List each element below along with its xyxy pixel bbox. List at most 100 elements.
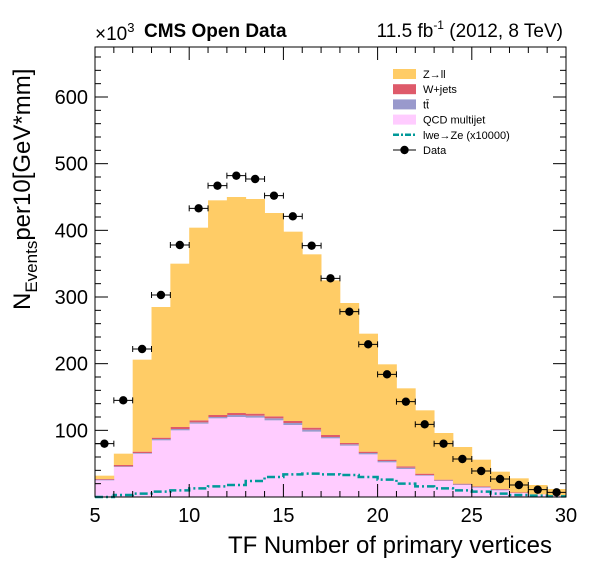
- y-tick-label: 300: [55, 287, 88, 309]
- data-point: [358, 340, 379, 349]
- stack-bar: [415, 410, 435, 474]
- stack-bar: [95, 480, 115, 497]
- chart-title: CMS Open Data: [144, 21, 287, 42]
- stack-bar: [377, 461, 397, 463]
- data-marker: [307, 241, 316, 250]
- legend-label: W+jets: [423, 84, 457, 96]
- data-point: [301, 241, 322, 250]
- stack-bar: [283, 423, 303, 425]
- data-marker: [420, 420, 429, 429]
- stack-bar: [151, 437, 171, 439]
- stack-bar: [170, 429, 190, 431]
- stack-bar: [321, 437, 341, 439]
- legend-entry: W+jets: [393, 84, 457, 96]
- stack-bar: [170, 430, 190, 497]
- y-tick-label: 100: [55, 420, 88, 442]
- data-point: [395, 397, 416, 406]
- data-point: [245, 174, 266, 184]
- stack-bar: [113, 465, 134, 467]
- stack-bar: [208, 418, 228, 497]
- plot-frame: [94, 46, 567, 498]
- stack-bar: [226, 197, 247, 413]
- stack-z-ll: [95, 197, 567, 496]
- data-marker: [458, 454, 467, 464]
- data-point: [452, 454, 473, 464]
- stack-bar: [151, 307, 171, 438]
- stack-bar: [415, 475, 435, 476]
- stack-bar: [264, 416, 284, 419]
- stack-bar: [132, 453, 152, 454]
- data-marker: [326, 274, 335, 283]
- data-points: [94, 171, 567, 497]
- data-point: [490, 474, 510, 484]
- data-marker: [194, 204, 203, 213]
- stack-bar: [189, 420, 209, 423]
- stack-bar: [471, 486, 492, 487]
- data-point: [377, 370, 397, 379]
- stack-bar: [339, 444, 360, 446]
- legend-label: lwe→Ze (x10000): [423, 130, 510, 142]
- data-marker: [382, 370, 392, 379]
- data-point: [433, 439, 454, 448]
- signal-line: [95, 472, 566, 499]
- legend-swatch: [393, 69, 416, 79]
- stack-bar: [471, 487, 492, 488]
- x-tick-label: 30: [555, 505, 577, 527]
- luminosity-label: 11.5 fb-1 (2012, 8 TeV): [377, 18, 563, 42]
- stack-bar: [434, 433, 454, 480]
- stack-bar: [95, 475, 115, 479]
- stack-bar: [226, 415, 247, 417]
- stack-bar: [151, 439, 171, 441]
- stack-bar: [396, 388, 416, 467]
- signal-step-line: [95, 472, 566, 499]
- legend-swatch: [393, 84, 416, 95]
- data-point: [264, 191, 284, 200]
- data-marker: [232, 171, 241, 180]
- stack-w-jets: [95, 413, 529, 493]
- legend-entry: Data: [393, 145, 447, 157]
- stack-bar: [358, 333, 378, 452]
- legend-swatch: [393, 99, 416, 110]
- data-point: [471, 466, 492, 476]
- data-point: [414, 420, 435, 429]
- stack-bar: [396, 467, 416, 469]
- data-marker: [363, 340, 373, 349]
- stack-bar: [132, 451, 152, 453]
- stack-bar: [226, 413, 247, 415]
- stack-bar: [245, 413, 265, 416]
- y-tick-label: 400: [55, 220, 88, 242]
- stack-bar: [358, 453, 378, 455]
- y-multiplier: ×103: [95, 20, 134, 45]
- stack-bar: [170, 427, 190, 429]
- stack-bar: [283, 421, 303, 423]
- data-point: [226, 171, 247, 180]
- stack-bar: [490, 489, 510, 491]
- stack-bar: [264, 213, 284, 417]
- stack-bar: [113, 466, 134, 467]
- y-tick-label: 600: [55, 87, 88, 109]
- stack-bar: [528, 494, 548, 497]
- stack-bar: [132, 453, 152, 497]
- data-marker: [477, 466, 486, 476]
- data-marker: [137, 344, 147, 354]
- stack-bar: [339, 445, 360, 497]
- legend: Z→ll W+jets tt̄ QCD multijet lwe→Ze (x10000)…: [393, 69, 510, 157]
- data-point: [188, 204, 209, 213]
- stack-bar: [434, 479, 454, 481]
- data-point: [151, 290, 171, 300]
- stack-bar: [452, 484, 473, 485]
- stack-bar: [283, 425, 303, 497]
- legend-label: tt̄: [423, 99, 429, 111]
- data-marker: [345, 307, 354, 316]
- data-marker: [175, 240, 184, 250]
- stack-bar: [151, 440, 171, 497]
- data-point: [113, 396, 134, 405]
- legend-label: Data: [423, 145, 447, 157]
- stack-bar: [189, 423, 209, 497]
- stack-bar: [321, 435, 341, 437]
- stack-bar: [358, 454, 378, 497]
- stack-bar: [490, 489, 510, 490]
- data-marker: [156, 290, 166, 300]
- y-axis-title: NEventsper10[GeV*mm]: [9, 69, 41, 310]
